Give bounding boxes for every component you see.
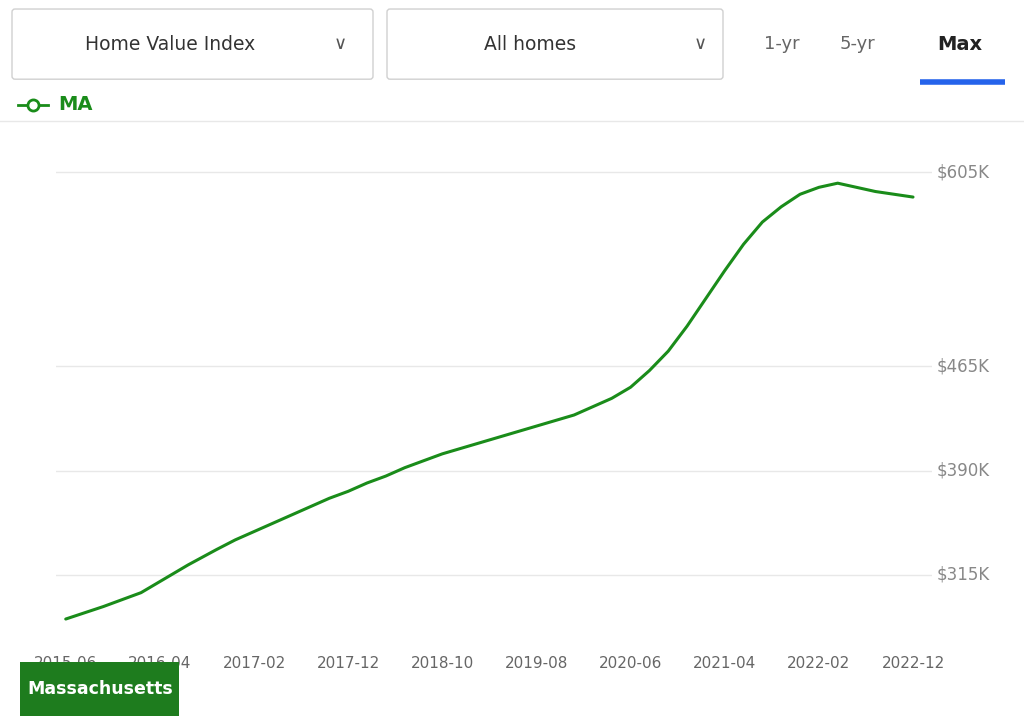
Text: 5-yr: 5-yr [839, 35, 874, 53]
Text: MA: MA [58, 95, 92, 114]
Text: $465K: $465K [936, 357, 989, 375]
Text: All homes: All homes [484, 35, 577, 54]
FancyBboxPatch shape [12, 9, 373, 80]
FancyBboxPatch shape [11, 658, 188, 719]
Text: $605K: $605K [936, 163, 989, 181]
Text: $390K: $390K [936, 461, 989, 479]
Text: Massachusetts: Massachusetts [27, 680, 173, 698]
Text: Home Value Index: Home Value Index [85, 35, 255, 54]
Text: ∨: ∨ [693, 35, 707, 53]
Text: Max: Max [937, 35, 983, 54]
Text: 1-yr: 1-yr [764, 35, 800, 53]
Text: ∨: ∨ [334, 35, 346, 53]
FancyBboxPatch shape [387, 9, 723, 80]
Text: $315K: $315K [936, 565, 989, 583]
